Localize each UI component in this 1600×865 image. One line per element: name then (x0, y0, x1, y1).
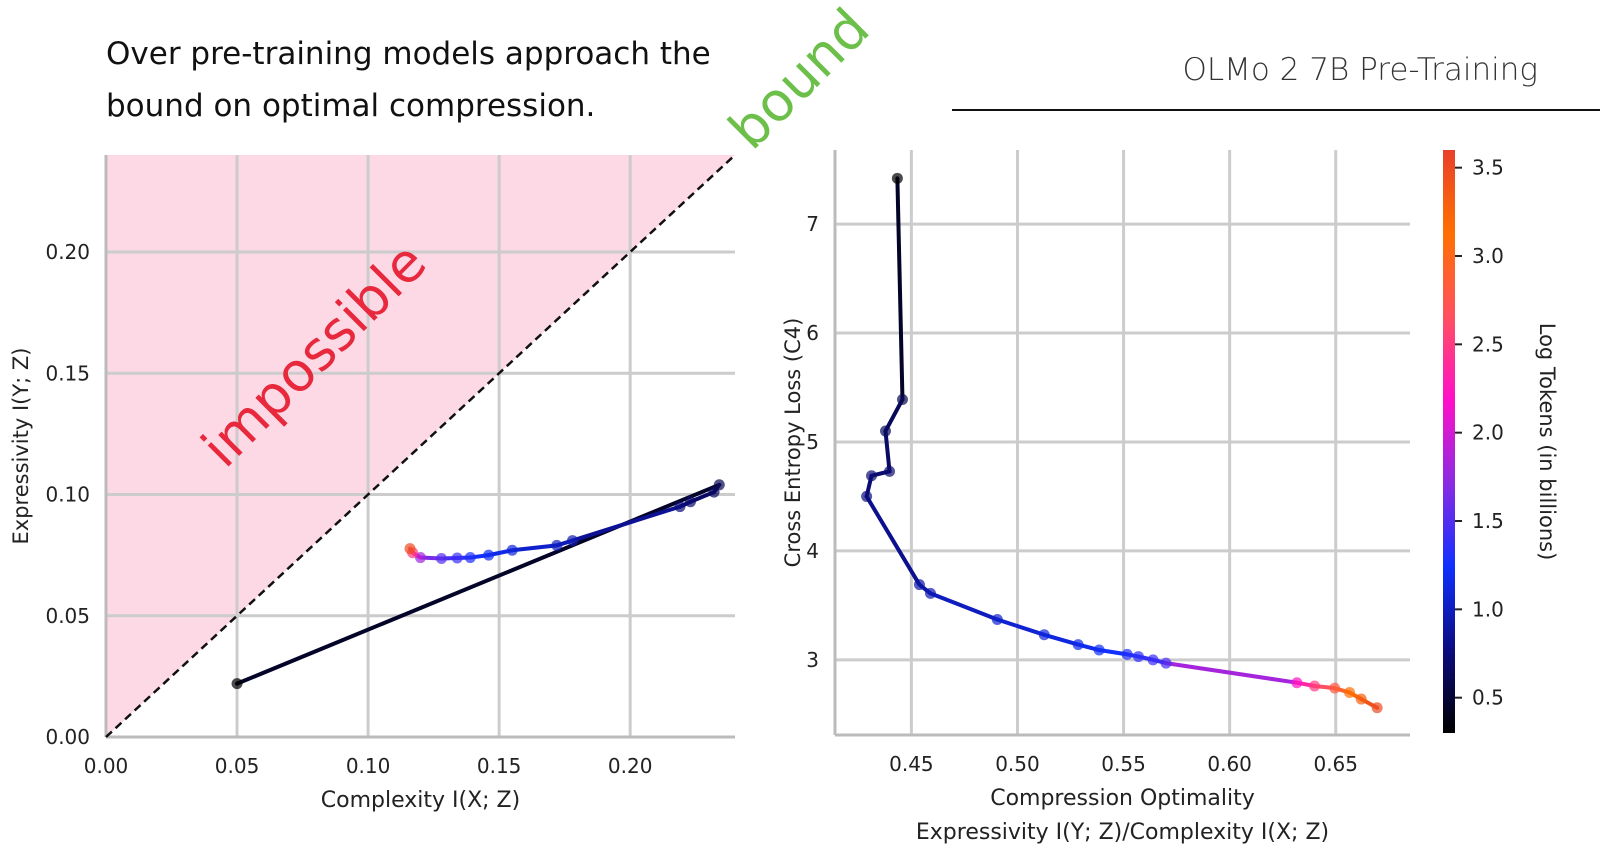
headline: Over pre-training models approach the bo… (106, 36, 711, 124)
data-point (1355, 693, 1367, 705)
series-segment (570, 504, 682, 543)
colorbar-gradient (1443, 150, 1455, 733)
colorbar-tick-label: 1.5 (1472, 509, 1504, 533)
data-point (1291, 677, 1303, 689)
data-point (861, 490, 873, 502)
series-segment (895, 176, 905, 402)
y-tick-label: 3 (806, 648, 819, 672)
data-point (1371, 702, 1383, 714)
y-tick-label: 6 (806, 321, 819, 345)
colorbar-tick-label: 3.5 (1472, 156, 1504, 180)
subtitle: OLMo 2 7B Pre-Training (1182, 52, 1538, 88)
colorbar-tick-label: 2.5 (1472, 332, 1504, 356)
data-point (506, 544, 518, 556)
data-point (1160, 657, 1172, 669)
data-point (1344, 687, 1356, 699)
x-tick-label: 0.50 (995, 752, 1040, 776)
x-tick-label: 0.55 (1101, 752, 1146, 776)
bound-label: bound (717, 0, 882, 161)
x-tick-label: 0.00 (84, 754, 129, 778)
data-point (1147, 654, 1159, 666)
data-point (879, 425, 891, 437)
series-segment (883, 397, 905, 434)
x-tick-label: 0.65 (1313, 752, 1358, 776)
data-point (1329, 682, 1341, 694)
series-segment (928, 591, 1000, 622)
colorbar-label: Log Tokens (in billions) (1535, 323, 1559, 561)
colorbar: 0.5 1.0 1.5 2.0 2.5 3.0 3.5 Log Tokens (in bill… (1443, 150, 1559, 733)
data-point (924, 587, 936, 599)
x-tick-label: 0.10 (346, 754, 391, 778)
data-point (896, 393, 908, 405)
data-point (991, 614, 1003, 626)
left-chart: 0.00 0.05 0.10 0.15 0.20 0.00 0.05 0.10 0.15 0.20… (9, 0, 881, 813)
y-tick-label: 0.05 (45, 604, 90, 628)
y-tick-label: 5 (806, 430, 819, 454)
data-point (415, 552, 426, 564)
subtitle-rule (952, 109, 1600, 111)
series-segment (1042, 632, 1081, 647)
x-tick-label: 0.20 (608, 754, 653, 778)
series-segment (995, 617, 1047, 637)
data-point (435, 553, 447, 565)
y-tick-label: 0.10 (45, 483, 90, 507)
series-segment (1163, 661, 1299, 685)
y-tick-label: 0.00 (45, 725, 90, 749)
data-point (1072, 639, 1084, 651)
x-tick-label: 0.60 (1207, 752, 1252, 776)
data-point (684, 496, 696, 508)
x-tick-label: 0.45 (889, 752, 934, 776)
colorbar-tick-label: 0.5 (1472, 686, 1504, 710)
colorbar-tick-label: 1.0 (1472, 597, 1504, 621)
x-axis-label: Complexity I(X; Z) (321, 788, 520, 813)
data-point (708, 486, 720, 498)
data-point (891, 172, 903, 184)
colorbar-tick-label: 2.0 (1472, 421, 1504, 445)
y-tick-label: 7 (806, 212, 819, 236)
series-segment (883, 429, 892, 474)
x-tick-label: 0.15 (477, 754, 522, 778)
x-axis-label: Compression Optimality (990, 786, 1255, 811)
data-point (913, 579, 925, 591)
y-tick-label: 0.20 (45, 240, 90, 264)
data-point (1093, 644, 1105, 656)
data-point (1121, 648, 1133, 660)
data-point (551, 539, 563, 551)
data-point (884, 465, 896, 477)
data-point (1309, 680, 1321, 692)
data-point (865, 470, 877, 482)
data-point (674, 501, 686, 513)
colorbar-tick-label: 3.0 (1472, 244, 1504, 268)
y-tick-label: 4 (806, 539, 819, 563)
x-tick-label: 0.05 (215, 754, 260, 778)
data-point (231, 678, 243, 690)
data-point (451, 552, 463, 564)
y-axis-label: Cross Entropy Loss (C4) (781, 318, 805, 568)
series-segment (510, 543, 559, 553)
data-point (483, 549, 495, 561)
x-axis-label-secondary: Expressivity I(Y; Z)/Complexity I(X; Z) (916, 820, 1329, 845)
data-point (1038, 629, 1050, 641)
right-chart: 0.45 0.50 0.55 0.60 0.65 3 4 5 6 7 Compression Opt… (781, 150, 1410, 845)
data-point (1132, 651, 1144, 663)
y-axis-label: Expressivity I(Y; Z) (9, 348, 33, 545)
series-segment (864, 494, 922, 587)
data-point (404, 543, 416, 555)
data-point (567, 535, 579, 547)
y-tick-label: 0.15 (45, 361, 90, 385)
data-point (464, 552, 476, 564)
